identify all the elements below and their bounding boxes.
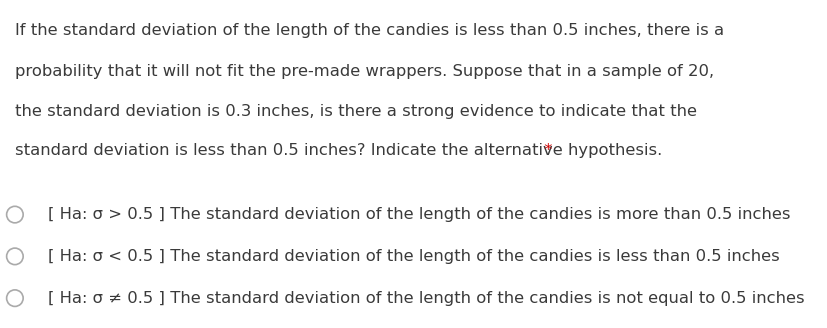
Text: [ Ha: σ < 0.5 ] The standard deviation of the length of the candies is less than: [ Ha: σ < 0.5 ] The standard deviation o… bbox=[48, 249, 780, 264]
Text: standard deviation is less than 0.5 inches? Indicate the alternative hypothesis.: standard deviation is less than 0.5 inch… bbox=[15, 143, 662, 158]
Text: the standard deviation is 0.3 inches, is there a strong evidence to indicate tha: the standard deviation is 0.3 inches, is… bbox=[15, 104, 697, 119]
Text: probability that it will not fit the pre-made wrappers. Suppose that in a sample: probability that it will not fit the pre… bbox=[15, 64, 714, 79]
Text: [ Ha: σ > 0.5 ] The standard deviation of the length of the candies is more than: [ Ha: σ > 0.5 ] The standard deviation o… bbox=[48, 207, 791, 222]
Text: If the standard deviation of the length of the candies is less than 0.5 inches, : If the standard deviation of the length … bbox=[15, 23, 724, 38]
Text: [ Ha: σ ≠ 0.5 ] The standard deviation of the length of the candies is not equal: [ Ha: σ ≠ 0.5 ] The standard deviation o… bbox=[48, 291, 805, 306]
Text: *: * bbox=[539, 143, 552, 158]
